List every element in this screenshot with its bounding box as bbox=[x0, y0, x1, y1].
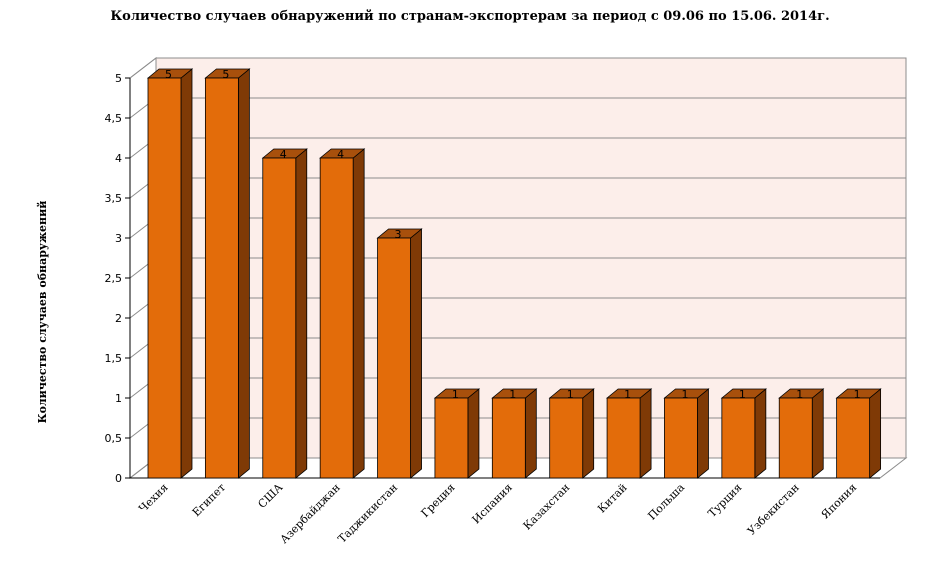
bar-side bbox=[410, 228, 422, 479]
bar: 1 bbox=[720, 388, 767, 479]
bar-front bbox=[778, 397, 813, 479]
bar-side bbox=[869, 388, 882, 479]
y-axis-label: Количество случаев обнаружений bbox=[36, 201, 49, 424]
bar-side bbox=[639, 388, 652, 479]
y-tick-label: 4 bbox=[115, 152, 122, 165]
bar-front bbox=[262, 157, 297, 479]
y-tick-label: 2 bbox=[115, 312, 122, 325]
bars: 5 5 4 4 3 1 1 1 1 1 1 1 1 bbox=[146, 68, 882, 479]
bar-side bbox=[754, 388, 767, 479]
bar: 5 bbox=[204, 68, 251, 479]
bar: 1 bbox=[778, 388, 825, 479]
y-tick-label: 4,5 bbox=[105, 112, 123, 125]
x-tick-label: Турция bbox=[705, 481, 744, 520]
y-tick-label: 5 bbox=[115, 72, 122, 85]
bar-side bbox=[524, 388, 537, 479]
bar-front bbox=[491, 397, 526, 479]
bar-side bbox=[180, 68, 193, 479]
bar: 1 bbox=[491, 388, 538, 479]
gridline-side bbox=[129, 57, 157, 79]
data-label: 1 bbox=[796, 388, 803, 401]
x-tick-label: Польша bbox=[645, 481, 687, 523]
data-label: 1 bbox=[739, 388, 746, 401]
x-tick-label: Узбекистан bbox=[745, 481, 802, 538]
bar-side bbox=[295, 148, 308, 479]
x-tick-label: Япония bbox=[819, 481, 860, 522]
bar-side bbox=[582, 388, 595, 479]
bar-front bbox=[147, 77, 182, 479]
x-tick-label: Азербайджан bbox=[278, 481, 343, 546]
data-label: 1 bbox=[509, 388, 516, 401]
bar-front bbox=[664, 397, 698, 479]
x-tick-label: Чехия bbox=[136, 481, 170, 515]
data-label: 4 bbox=[280, 148, 287, 161]
bar-front bbox=[549, 397, 584, 479]
bar-side bbox=[697, 388, 709, 479]
bar: 1 bbox=[605, 388, 653, 479]
x-tick-label: Испания bbox=[469, 481, 514, 526]
bar-front bbox=[434, 397, 469, 479]
data-label: 3 bbox=[395, 228, 402, 241]
x-tick-label: Китай bbox=[595, 481, 630, 516]
data-label: 5 bbox=[165, 68, 172, 81]
bar: 3 bbox=[376, 228, 423, 479]
bar-front bbox=[721, 397, 756, 479]
bar: 5 bbox=[146, 68, 194, 479]
y-tick-label: 3 bbox=[115, 232, 122, 245]
x-tick-label: США bbox=[255, 480, 285, 510]
y-tick-label: 0 bbox=[115, 472, 122, 485]
bar: 1 bbox=[835, 388, 882, 479]
y-tick-label: 0,5 bbox=[105, 432, 123, 445]
bar-side bbox=[467, 388, 480, 479]
bar-front bbox=[319, 157, 354, 479]
data-label: 1 bbox=[681, 388, 688, 401]
data-label: 5 bbox=[222, 68, 229, 81]
data-label: 1 bbox=[452, 388, 459, 401]
y-axis-ticks: 0 0,5 1 1,5 2 2,5 3 3,5 4 4,5 5 bbox=[105, 72, 130, 485]
bar: 1 bbox=[433, 388, 481, 479]
x-tick-label: Таджикистан bbox=[335, 481, 400, 546]
x-tick-label: Казахстан bbox=[521, 481, 573, 533]
bar-side bbox=[352, 148, 365, 479]
x-tick-label: Греция bbox=[419, 481, 458, 520]
bar-front bbox=[606, 397, 641, 479]
bar: 4 bbox=[261, 148, 308, 479]
bar-front bbox=[836, 397, 871, 479]
data-label: 4 bbox=[337, 148, 344, 161]
chart-title: Количество случаев обнаружений по страна… bbox=[110, 9, 829, 24]
bar-side bbox=[811, 388, 824, 479]
bar-front bbox=[204, 77, 239, 479]
bar: 1 bbox=[548, 388, 595, 479]
data-label: 1 bbox=[567, 388, 574, 401]
data-label: 1 bbox=[854, 388, 861, 401]
y-tick-label: 1 bbox=[115, 392, 122, 405]
y-tick-label: 2,5 bbox=[105, 272, 123, 285]
data-label: 1 bbox=[624, 388, 631, 401]
bar: 1 bbox=[663, 388, 710, 479]
bar-front bbox=[377, 237, 411, 479]
x-tick-label: Египет bbox=[190, 481, 228, 519]
bar-side bbox=[237, 68, 250, 479]
y-tick-label: 1,5 bbox=[105, 352, 123, 365]
y-tick-label: 3,5 bbox=[105, 192, 123, 205]
bar: 4 bbox=[319, 148, 366, 479]
